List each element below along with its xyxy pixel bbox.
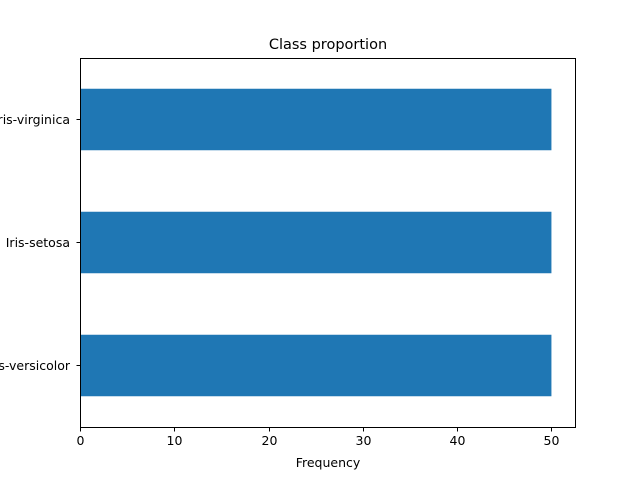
bar bbox=[80, 334, 552, 397]
x-tick-label: 20 bbox=[262, 433, 278, 448]
plot-frame bbox=[80, 58, 576, 428]
chart-title: Class proportion bbox=[269, 37, 387, 53]
x-tick-label: 40 bbox=[450, 433, 466, 448]
x-axis-label: Frequency bbox=[296, 455, 361, 470]
y-tick-label: Iris-virginica bbox=[0, 112, 70, 127]
x-tick-label: 0 bbox=[77, 433, 85, 448]
y-tick-label: Iris-versicolor bbox=[0, 358, 71, 373]
bar bbox=[80, 211, 552, 274]
x-tick-label: 10 bbox=[167, 433, 183, 448]
x-tick-label: 30 bbox=[356, 433, 372, 448]
x-tick-label: 50 bbox=[544, 433, 560, 448]
y-tick-label: Iris-setosa bbox=[6, 235, 70, 250]
bars-layer bbox=[80, 88, 552, 397]
bar bbox=[80, 88, 552, 151]
ticks-layer: Iris-versicolor Iris-setosa Iris-virginica… bbox=[0, 112, 559, 448]
